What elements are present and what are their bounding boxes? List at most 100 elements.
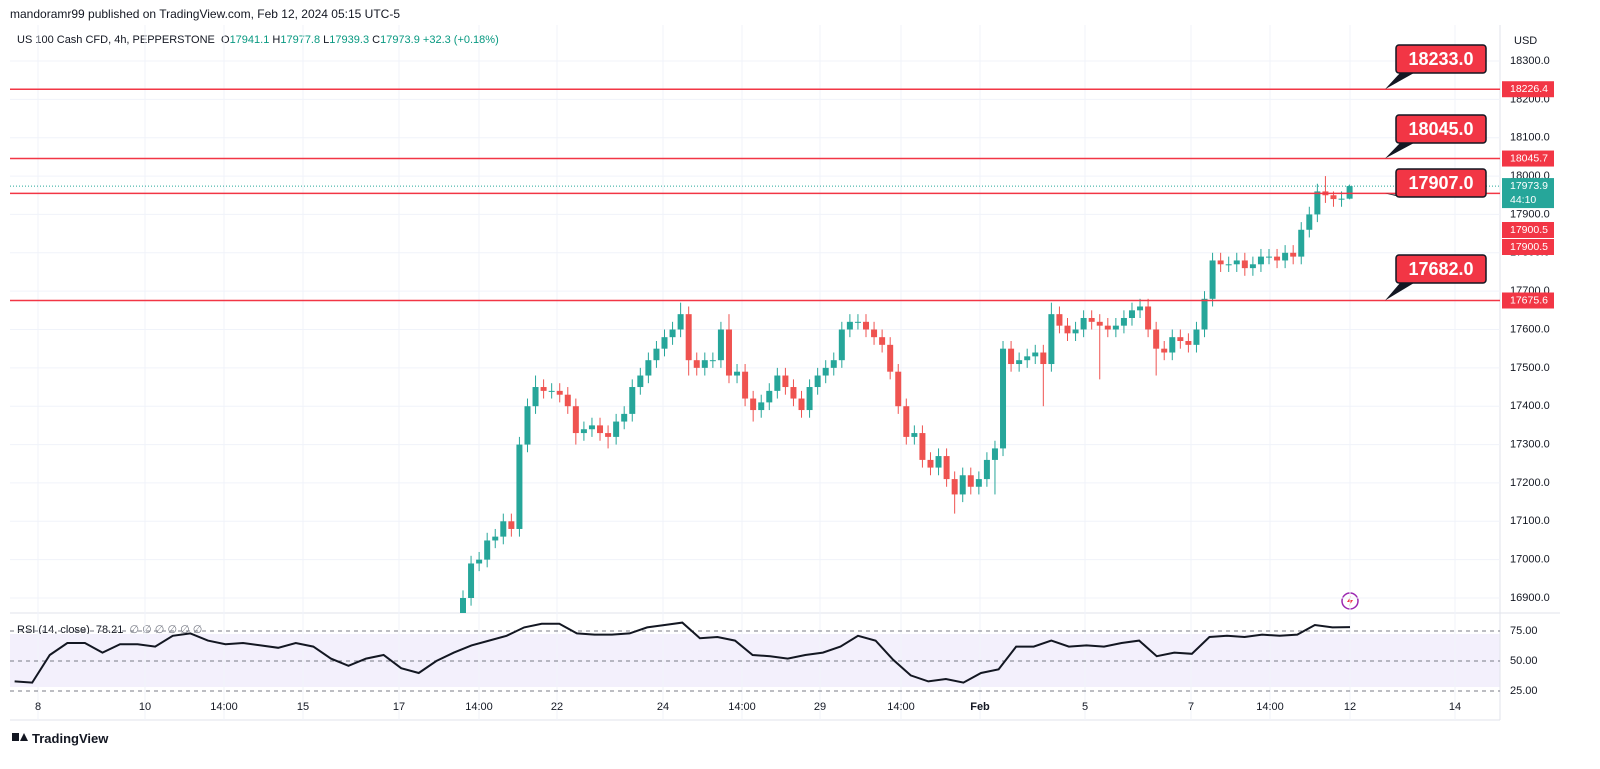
level-badge-label: 18226.4	[1510, 83, 1548, 95]
rsi-tick-label: 25.00	[1510, 685, 1538, 697]
candle-body	[1201, 298, 1208, 330]
callout-pointer	[1385, 143, 1414, 159]
y-tick-label: 16900.0	[1510, 592, 1550, 604]
candle-body	[1064, 325, 1071, 334]
candle-body	[782, 375, 789, 388]
ohlc-value: 17977.8	[280, 34, 321, 46]
candle-body	[1225, 264, 1232, 266]
ohlc: O17941.1 H17977.8 L17939.3 C17973.9	[221, 34, 423, 46]
candle-body	[822, 367, 829, 376]
indicator-badge-label: 17900.5	[1510, 241, 1548, 253]
x-tick-label: 8	[35, 701, 41, 713]
candle-body	[1330, 195, 1337, 200]
candle-body	[492, 536, 499, 541]
candle-body	[1137, 306, 1144, 311]
x-tick-label: 7	[1188, 701, 1194, 713]
candle-body	[1177, 337, 1184, 342]
candle-body	[1338, 198, 1345, 200]
callout-label: 18045.0	[1408, 119, 1473, 139]
candle-body	[903, 406, 910, 437]
candle-body	[1314, 191, 1321, 215]
footer-brand: TradingView	[32, 731, 109, 746]
candle-body	[1120, 317, 1127, 326]
candle-body	[863, 321, 869, 330]
candle-body	[669, 329, 676, 338]
y-tick-label: 17500.0	[1510, 362, 1550, 374]
callout-box	[1395, 114, 1487, 144]
ohlc-key: O	[221, 34, 230, 46]
callout-pointer	[1385, 193, 1414, 197]
candle-body	[516, 444, 523, 529]
candle-body	[830, 360, 837, 368]
candle-body	[967, 475, 974, 487]
candle-body	[508, 521, 515, 529]
symbol: US 100 Cash CFD, 4h, PEPPERSTONE	[17, 34, 215, 46]
candle-body	[1032, 352, 1039, 357]
ohlc-value: 17941.1	[229, 34, 270, 46]
x-tick-label: 14:00	[1256, 701, 1284, 713]
candle-body	[653, 348, 660, 361]
candle-body	[1257, 256, 1264, 265]
x-tick-label: 14:00	[465, 701, 493, 713]
candle-body	[959, 475, 966, 495]
candle-body	[1112, 325, 1119, 330]
candle-body	[524, 406, 531, 445]
y-tick-label: 17000.0	[1510, 554, 1550, 566]
candle-body	[1217, 260, 1224, 265]
candle-body	[1088, 317, 1095, 322]
candle-body	[951, 479, 958, 495]
candle-body	[1169, 337, 1176, 353]
candle-body	[1080, 317, 1087, 330]
candle-body	[572, 406, 579, 434]
candle-body	[734, 371, 741, 376]
candle-body	[911, 433, 918, 437]
candle-body	[1008, 348, 1015, 365]
candle-body	[983, 459, 990, 480]
candle-body	[846, 321, 853, 330]
level-badge-label: 17675.6	[1510, 294, 1548, 306]
candle-body	[1290, 252, 1297, 257]
y-tick-label: 17400.0	[1510, 400, 1550, 412]
symbol-bar: US 100 Cash CFD, 4h, PEPPERSTONE O17941.…	[17, 34, 499, 46]
candle-body	[717, 329, 724, 361]
y-tick-label: 17600.0	[1510, 323, 1550, 335]
callout-box	[1395, 168, 1487, 198]
candle-body	[468, 563, 475, 598]
candle-body	[556, 390, 563, 395]
candle-body	[693, 360, 700, 368]
indicator-badge	[1502, 222, 1554, 238]
candle-body	[701, 360, 708, 368]
x-tick-label: 10	[139, 701, 151, 713]
y-tick-label: 18100.0	[1510, 132, 1550, 144]
candle-body	[540, 387, 547, 391]
candle-body	[975, 479, 982, 487]
candle-body	[1306, 214, 1313, 230]
candle-body	[580, 429, 587, 434]
candle-body	[943, 456, 950, 480]
candle-body	[605, 433, 612, 437]
candle-body	[871, 329, 878, 338]
currency: USD	[1514, 35, 1538, 47]
candle-body	[661, 337, 668, 349]
candle-body	[637, 375, 644, 388]
candle-body	[814, 375, 821, 388]
candle-body	[500, 521, 507, 537]
candle-body	[629, 387, 636, 414]
publisher: mandoramr99 published on TradingView.com…	[10, 7, 401, 21]
candle-body	[750, 398, 757, 411]
callout-box	[1395, 44, 1487, 74]
candle-body	[1298, 229, 1305, 257]
indicator-badge	[1502, 239, 1554, 255]
candle-body	[613, 421, 620, 437]
change: +32.3 (+0.18%)	[422, 34, 499, 46]
candle-body	[677, 314, 684, 330]
candle-body	[1193, 329, 1200, 345]
candle-body	[1282, 252, 1289, 261]
ohlc-value: 17973.9	[380, 34, 420, 46]
rsi-inputs: ∅ ∅ ∅ ∅ ∅ ∅	[129, 624, 203, 636]
y-tick-label: 17100.0	[1510, 515, 1550, 527]
candle-body	[774, 375, 781, 391]
ohlc-value: 17939.3	[329, 34, 370, 46]
